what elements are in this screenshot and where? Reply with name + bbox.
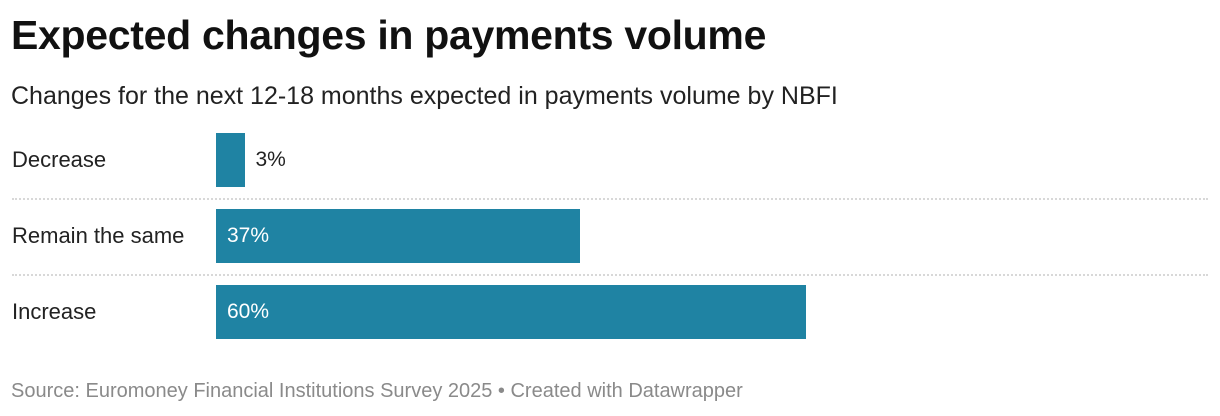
- value-label: 3%: [255, 148, 286, 171]
- row-divider: [12, 198, 1208, 200]
- chart-subtitle: Changes for the next 12-18 months expect…: [11, 82, 838, 110]
- value-label: 60%: [227, 300, 270, 323]
- value-label: 37%: [227, 224, 270, 247]
- bar-chart: Decrease 3% Remain the same 37% Increase 60%: [0, 120, 1220, 360]
- bar: [216, 285, 806, 339]
- source-note: Source: Euromoney Financial Institutions…: [11, 380, 743, 402]
- category-label: Increase: [12, 299, 97, 324]
- row-divider: [12, 274, 1208, 276]
- chart-row: Increase 60%: [0, 272, 1220, 348]
- chart-title: Expected changes in payments volume: [11, 12, 767, 58]
- bar: [216, 209, 580, 263]
- category-label: Decrease: [12, 147, 107, 172]
- bar: [216, 133, 246, 187]
- chart-row: Decrease 3%: [0, 120, 1220, 196]
- category-label: Remain the same: [12, 223, 185, 248]
- chart-row: Remain the same 37%: [0, 196, 1220, 272]
